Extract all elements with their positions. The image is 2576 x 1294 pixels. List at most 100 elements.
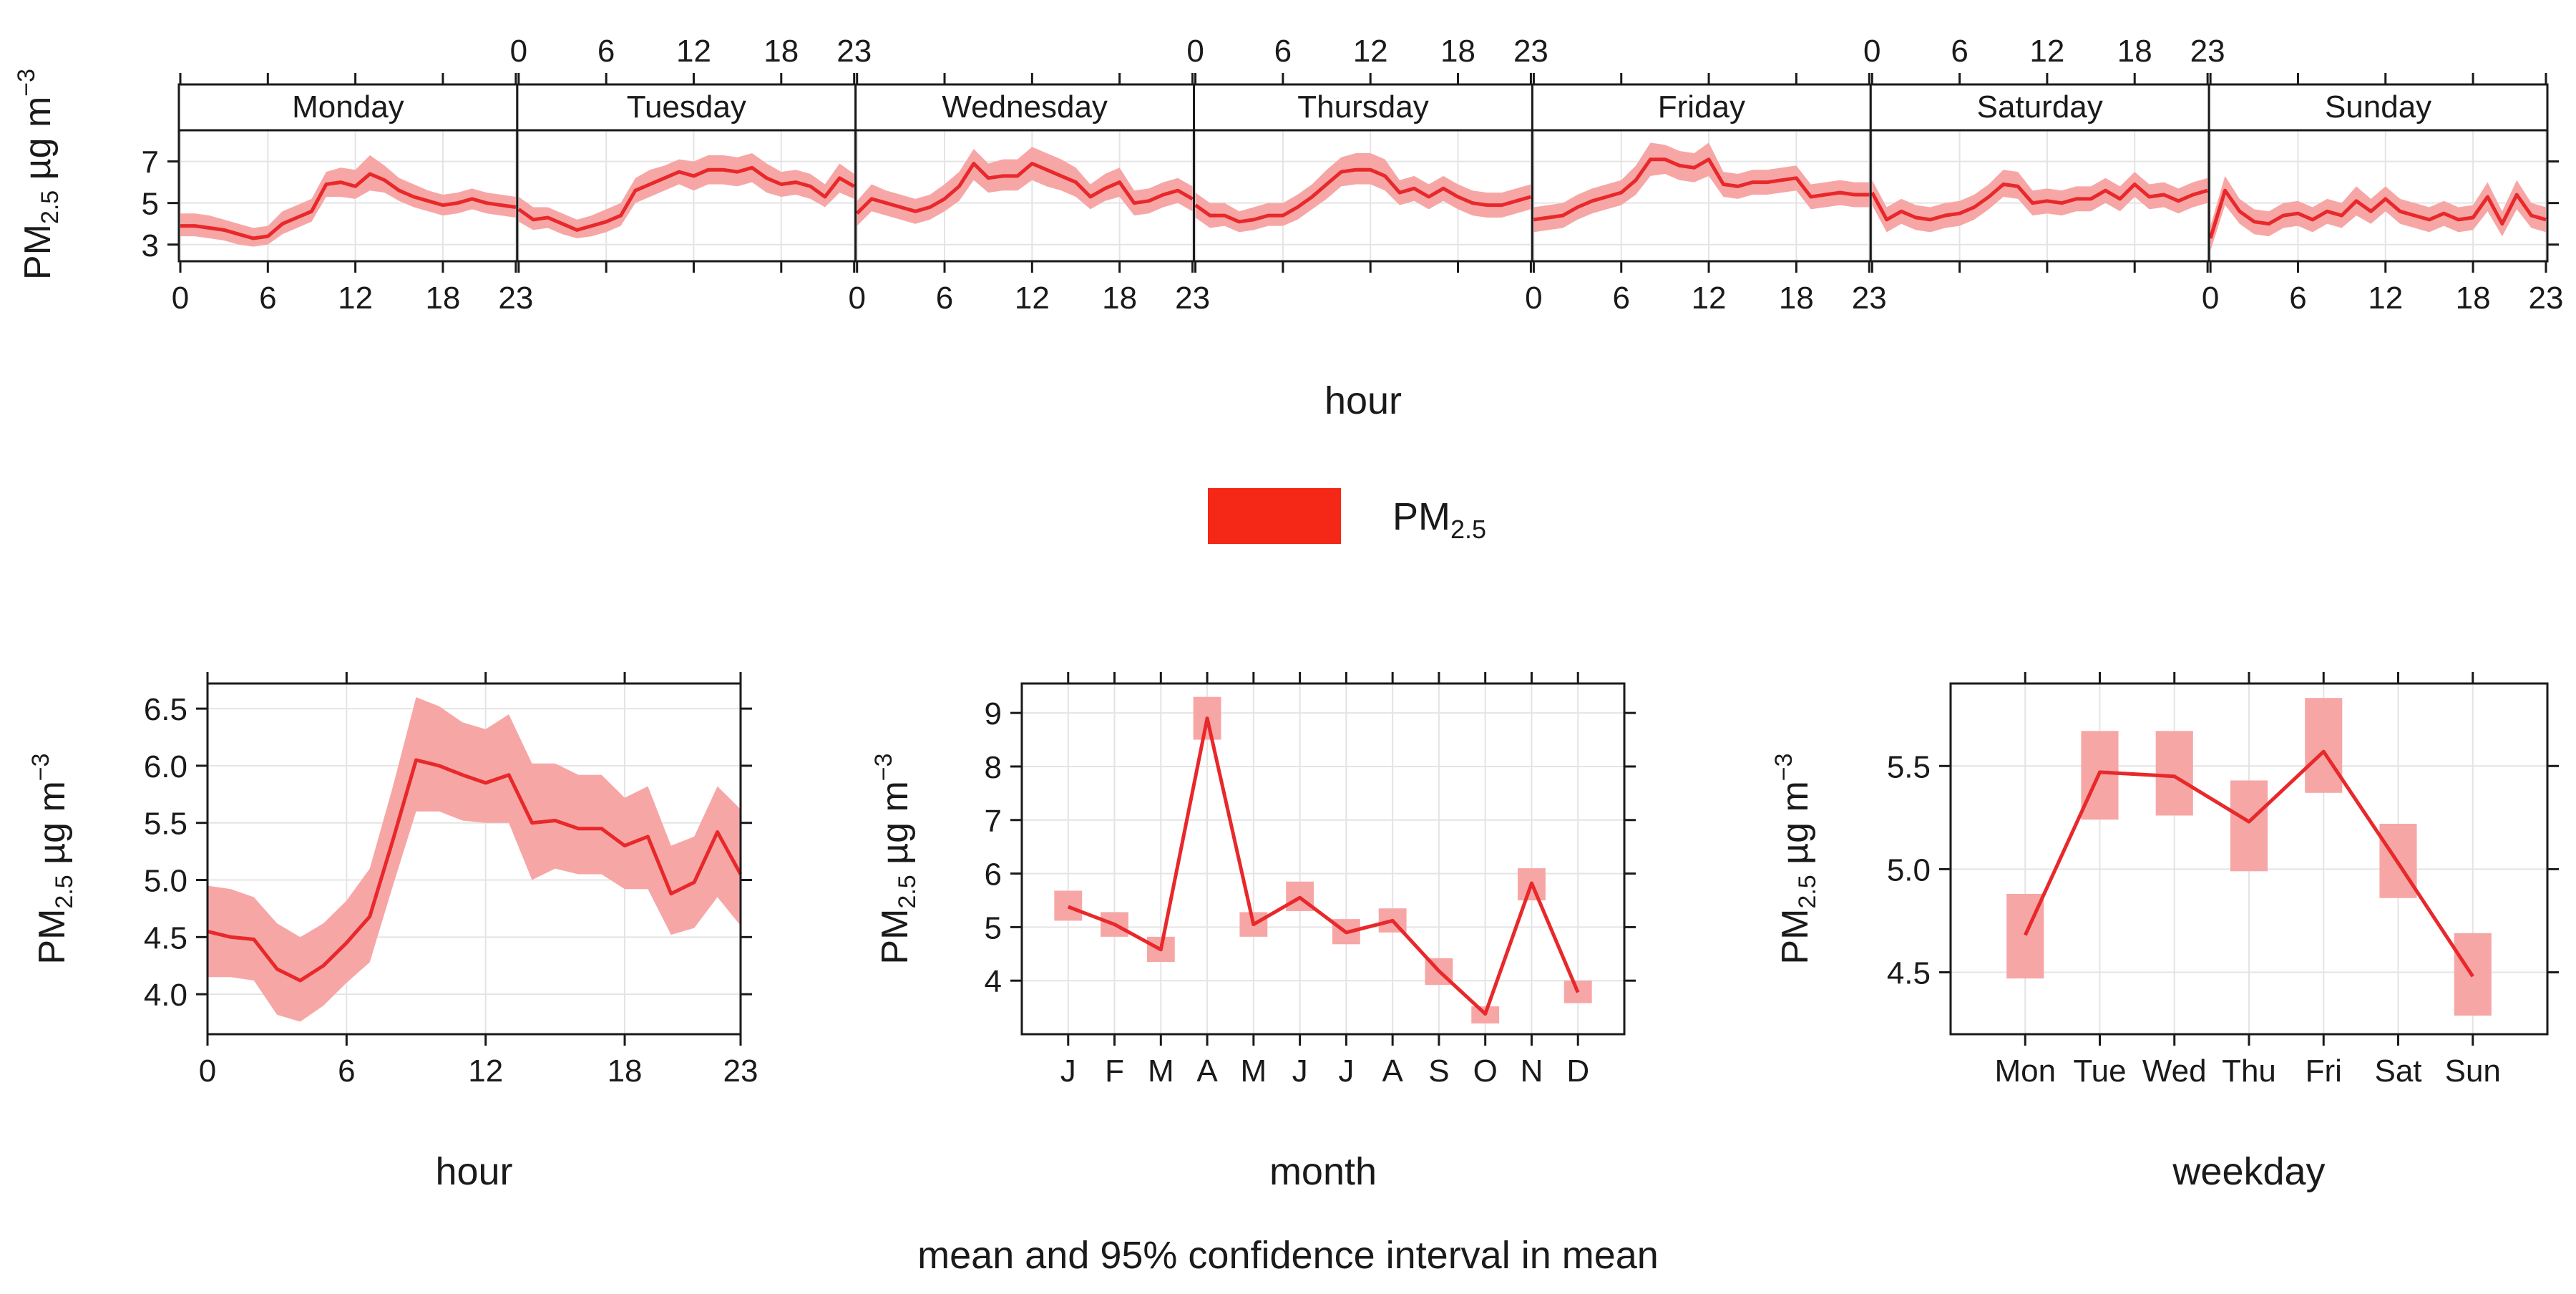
- x-tick-label: 23: [1513, 34, 1548, 69]
- panel-monday: Monday 0 6 12 18 23: [172, 73, 533, 316]
- x-tick-label: 18: [425, 281, 460, 316]
- y-tick-label: 3: [142, 228, 159, 263]
- mean-line-monday: [180, 172, 517, 240]
- mean-line-thursday: [1194, 167, 1532, 224]
- hour-chart: 4.0 4.5 5.0 5.5 6.0 6.5 0 6 12 18 23 hour PM2.5 µg m…: [27, 672, 758, 1193]
- mean-line-sunday: [2208, 188, 2547, 239]
- x-tick-label: 18: [2117, 34, 2152, 69]
- x-axis-title: weekday: [2172, 1150, 2325, 1193]
- strip-label-sunday: Sunday: [2325, 89, 2431, 125]
- ci-band-sunday: [2210, 175, 2546, 251]
- panel-thursday: Thursday 0 6 12 18 23: [1186, 34, 1548, 273]
- x-tick-label: 18: [763, 34, 799, 69]
- x-tick-label: Thu: [2222, 1054, 2276, 1089]
- ci-box: [1054, 890, 1083, 921]
- legend-swatch: [1208, 488, 1341, 544]
- ci-band-thursday: [1195, 152, 1531, 233]
- y-tick-label: 9: [985, 696, 1002, 731]
- ci-band-monday: [180, 155, 516, 247]
- y-tick-label: 5: [985, 910, 1002, 945]
- y-tick-label: 5.0: [144, 864, 187, 899]
- x-tick-label: 12: [2368, 281, 2403, 316]
- x-tick-label: 23: [836, 34, 872, 69]
- strip-label-tuesday: Tuesday: [627, 89, 746, 125]
- x-tick-label: 0: [1525, 281, 1542, 316]
- y-tick-label: 6.5: [144, 692, 187, 727]
- x-tick-label: Fri: [2306, 1054, 2342, 1089]
- y-axis-title: PM2.5 µg m−3: [13, 69, 64, 280]
- y-axis-title: PM2.5 µg m−3: [27, 753, 78, 964]
- x-tick-label: 0: [172, 281, 189, 316]
- panel-sunday: Sunday 0 6 12 18 23: [2202, 73, 2564, 316]
- y-tick-label: 5: [142, 187, 159, 222]
- legend: PM2.5: [1208, 488, 1486, 544]
- x-tick-label: 18: [608, 1054, 643, 1089]
- panel-friday: Friday 0 6 12 18 23: [1525, 73, 1887, 316]
- x-tick-label: 23: [2190, 34, 2225, 69]
- y-tick-label: 4: [985, 964, 1002, 999]
- mean-line-tuesday: [517, 165, 855, 232]
- y-tick-label: 4.5: [144, 920, 187, 955]
- x-axis-title: hour: [1324, 379, 1402, 422]
- x-tick-label: O: [1473, 1054, 1498, 1089]
- ci-box: [2155, 731, 2193, 816]
- y-axis-title: PM2.5 µg m−3: [870, 753, 921, 964]
- x-tick-label: 6: [1951, 34, 1968, 69]
- strip-label-thursday: Thursday: [1297, 89, 1428, 125]
- mean-line-saturday: [1870, 183, 2208, 222]
- x-tick-label: Sat: [2374, 1054, 2421, 1089]
- x-tick-label: J: [1292, 1054, 1308, 1089]
- y-tick-label: 6.0: [144, 749, 187, 784]
- x-tick-label: 6: [597, 34, 615, 69]
- y-tick-label: 7: [985, 804, 1002, 839]
- x-tick-label: 12: [676, 34, 711, 69]
- ci-box: [2305, 698, 2343, 793]
- strip-label-saturday: Saturday: [1977, 89, 2103, 125]
- x-tick-label: 0: [1863, 34, 1880, 69]
- x-tick-label: J: [1060, 1054, 1076, 1089]
- y-tick-label: 4.5: [1887, 956, 1931, 991]
- x-tick-label: 12: [2029, 34, 2064, 69]
- mean-line: [1067, 716, 1580, 1016]
- mean-line-wednesday: [855, 162, 1194, 215]
- strip-friday: [1531, 83, 1872, 132]
- x-tick-label: 18: [1102, 281, 1137, 316]
- panel-frame-sunday: [2207, 129, 2549, 263]
- panel-frame: [1020, 682, 1626, 1036]
- x-tick-label: S: [1428, 1054, 1449, 1089]
- x-tick-label: 0: [1186, 34, 1204, 69]
- weekday-hour-chart: Monday 0 6 12 18 23 Tuesday 0 6 12 18 23 Wednesday 0 6…: [13, 34, 2563, 422]
- strip-tuesday: [516, 83, 857, 132]
- x-tick-label: 23: [1175, 281, 1210, 316]
- x-tick-label: 23: [2529, 281, 2564, 316]
- x-tick-label: A: [1196, 1054, 1218, 1089]
- x-tick-label: F: [1105, 1054, 1124, 1089]
- x-tick-label: 18: [1779, 281, 1814, 316]
- strip-sunday: [2207, 83, 2549, 132]
- x-tick-label: 12: [1015, 281, 1050, 316]
- x-tick-label: 18: [2456, 281, 2491, 316]
- x-tick-label: 23: [1852, 281, 1887, 316]
- x-tick-label: 12: [1692, 281, 1727, 316]
- x-tick-label: 12: [468, 1054, 503, 1089]
- x-tick-label: 12: [1353, 34, 1388, 69]
- x-tick-label: Wed: [2142, 1054, 2207, 1089]
- x-tick-label: 23: [723, 1054, 758, 1089]
- ci-box: [2230, 780, 2268, 872]
- x-tick-label: 12: [338, 281, 373, 316]
- x-tick-label: Sun: [2445, 1054, 2501, 1089]
- strip-label-wednesday: Wednesday: [942, 89, 1108, 125]
- y-tick-label: 4.0: [144, 978, 187, 1013]
- strip-label-monday: Monday: [292, 89, 404, 125]
- x-tick-label: Tue: [2073, 1054, 2126, 1089]
- x-tick-label: 0: [848, 281, 865, 316]
- x-tick-label: 0: [199, 1054, 216, 1089]
- y-tick-label: 5.5: [144, 807, 187, 842]
- panel-tuesday: Tuesday 0 6 12 18 23: [510, 34, 872, 273]
- y-tick-label: 5.0: [1887, 852, 1931, 887]
- x-tick-label: 23: [498, 281, 533, 316]
- strip-monday: [177, 83, 519, 132]
- x-tick-label: M: [1241, 1054, 1267, 1089]
